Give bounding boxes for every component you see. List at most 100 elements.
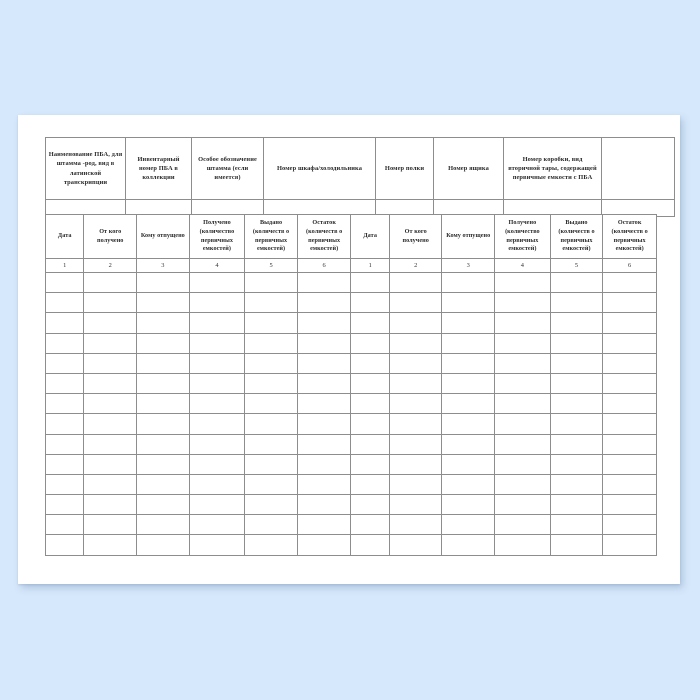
- log-data-cell[interactable]: [441, 473, 496, 496]
- log-data-cell[interactable]: [494, 473, 551, 496]
- log-data-cell[interactable]: [296, 332, 352, 354]
- log-data-cell[interactable]: [549, 372, 604, 395]
- log-data-cell[interactable]: [296, 372, 352, 395]
- entry-cell-special-designation[interactable]: [191, 199, 264, 217]
- log-data-cell[interactable]: [350, 494, 390, 516]
- log-data-cell[interactable]: [494, 433, 551, 455]
- log-data-cell[interactable]: [494, 514, 551, 536]
- log-data-cell[interactable]: [441, 332, 496, 354]
- log-data-cell[interactable]: [549, 332, 604, 354]
- log-data-cell[interactable]: [602, 534, 657, 556]
- log-data-cell[interactable]: [549, 433, 604, 455]
- log-data-cell[interactable]: [188, 393, 246, 415]
- log-data-cell[interactable]: [549, 494, 604, 516]
- log-data-cell[interactable]: [136, 312, 190, 334]
- log-data-cell[interactable]: [602, 352, 657, 374]
- log-data-cell[interactable]: [244, 393, 298, 415]
- log-data-cell[interactable]: [188, 312, 246, 334]
- log-data-cell[interactable]: [296, 453, 352, 475]
- log-data-cell[interactable]: [83, 332, 138, 354]
- log-data-cell[interactable]: [83, 514, 138, 536]
- log-data-cell[interactable]: [244, 292, 298, 314]
- log-data-cell[interactable]: [549, 413, 604, 435]
- log-data-cell[interactable]: [136, 433, 190, 455]
- log-data-cell[interactable]: [388, 494, 443, 516]
- log-data-cell[interactable]: [549, 312, 604, 334]
- log-data-cell[interactable]: [388, 514, 443, 536]
- log-data-cell[interactable]: [549, 453, 604, 475]
- log-data-cell[interactable]: [136, 413, 190, 435]
- log-data-cell[interactable]: [350, 413, 390, 435]
- log-data-cell[interactable]: [188, 372, 246, 395]
- log-data-cell[interactable]: [388, 271, 443, 294]
- log-data-cell[interactable]: [441, 433, 496, 455]
- log-data-cell[interactable]: [188, 352, 246, 374]
- log-data-cell[interactable]: [244, 352, 298, 374]
- log-data-cell[interactable]: [296, 312, 352, 334]
- log-data-cell[interactable]: [188, 271, 246, 294]
- log-data-cell[interactable]: [602, 514, 657, 536]
- entry-cell-extra-blank[interactable]: [601, 199, 675, 217]
- log-data-cell[interactable]: [136, 292, 190, 314]
- log-data-cell[interactable]: [136, 514, 190, 536]
- log-data-cell[interactable]: [296, 534, 352, 556]
- log-data-cell[interactable]: [549, 393, 604, 415]
- log-data-cell[interactable]: [350, 312, 390, 334]
- log-data-cell[interactable]: [136, 372, 190, 395]
- log-data-cell[interactable]: [549, 292, 604, 314]
- log-data-cell[interactable]: [44, 494, 85, 516]
- log-data-cell[interactable]: [602, 332, 657, 354]
- log-data-cell[interactable]: [441, 514, 496, 536]
- log-data-cell[interactable]: [296, 292, 352, 314]
- log-data-cell[interactable]: [441, 372, 496, 395]
- log-data-cell[interactable]: [296, 514, 352, 536]
- log-data-cell[interactable]: [388, 393, 443, 415]
- log-data-cell[interactable]: [350, 271, 390, 294]
- log-data-cell[interactable]: [602, 393, 657, 415]
- log-data-cell[interactable]: [188, 473, 246, 496]
- log-data-cell[interactable]: [188, 453, 246, 475]
- log-data-cell[interactable]: [244, 332, 298, 354]
- log-data-cell[interactable]: [441, 352, 496, 374]
- log-data-cell[interactable]: [136, 352, 190, 374]
- log-data-cell[interactable]: [83, 312, 138, 334]
- log-data-cell[interactable]: [296, 433, 352, 455]
- log-data-cell[interactable]: [602, 433, 657, 455]
- log-data-cell[interactable]: [244, 271, 298, 294]
- log-data-cell[interactable]: [602, 312, 657, 334]
- log-data-cell[interactable]: [494, 494, 551, 516]
- log-data-cell[interactable]: [244, 413, 298, 435]
- log-data-cell[interactable]: [83, 352, 138, 374]
- log-data-cell[interactable]: [83, 473, 138, 496]
- log-data-cell[interactable]: [244, 312, 298, 334]
- log-data-cell[interactable]: [350, 352, 390, 374]
- log-data-cell[interactable]: [494, 271, 551, 294]
- log-data-cell[interactable]: [549, 271, 604, 294]
- log-data-cell[interactable]: [44, 332, 85, 354]
- log-data-cell[interactable]: [44, 312, 85, 334]
- entry-cell-drawer-number[interactable]: [433, 199, 504, 217]
- log-data-cell[interactable]: [136, 453, 190, 475]
- log-data-cell[interactable]: [494, 453, 551, 475]
- log-data-cell[interactable]: [44, 271, 85, 294]
- log-data-cell[interactable]: [388, 534, 443, 556]
- log-data-cell[interactable]: [441, 534, 496, 556]
- log-data-cell[interactable]: [244, 453, 298, 475]
- log-data-cell[interactable]: [83, 453, 138, 475]
- log-data-cell[interactable]: [388, 292, 443, 314]
- log-data-cell[interactable]: [350, 514, 390, 536]
- log-data-cell[interactable]: [441, 453, 496, 475]
- log-data-cell[interactable]: [549, 473, 604, 496]
- log-data-cell[interactable]: [44, 393, 85, 415]
- log-data-cell[interactable]: [441, 312, 496, 334]
- log-data-cell[interactable]: [494, 413, 551, 435]
- log-data-cell[interactable]: [350, 433, 390, 455]
- log-data-cell[interactable]: [244, 514, 298, 536]
- log-data-cell[interactable]: [494, 534, 551, 556]
- log-data-cell[interactable]: [388, 473, 443, 496]
- log-data-cell[interactable]: [296, 494, 352, 516]
- log-data-cell[interactable]: [44, 372, 85, 395]
- log-data-cell[interactable]: [602, 453, 657, 475]
- log-data-cell[interactable]: [83, 292, 138, 314]
- log-data-cell[interactable]: [188, 413, 246, 435]
